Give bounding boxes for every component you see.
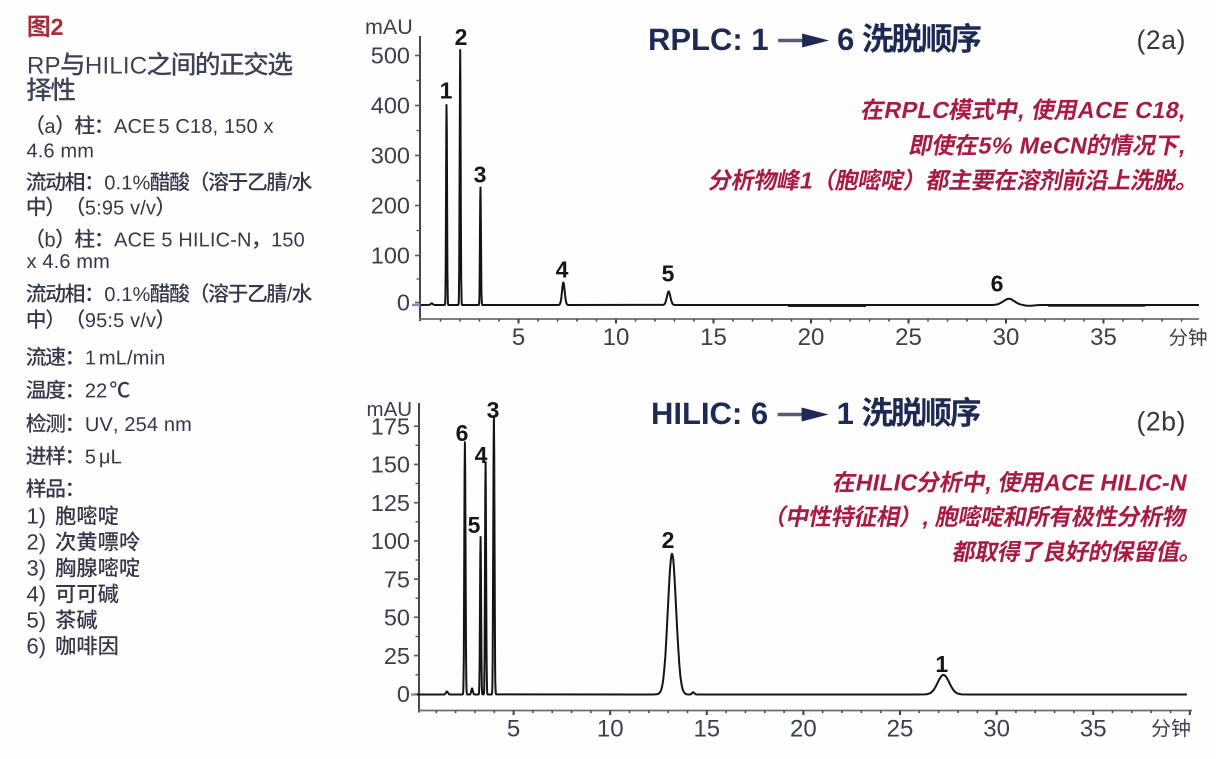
svg-text:20: 20 [790,716,817,743]
svg-text:30: 30 [993,324,1020,351]
svg-text:mAU: mAU [365,15,413,39]
svg-text:10: 10 [597,716,624,743]
svg-text:mAU: mAU [367,398,413,421]
svg-text:(2a): (2a) [1137,25,1187,55]
svg-text:5: 5 [512,324,525,351]
svg-text:4: 4 [556,257,569,283]
svg-text:300: 300 [371,143,410,169]
svg-text:(2b): (2b) [1137,407,1187,437]
svg-text:400: 400 [371,93,410,119]
svg-text:75: 75 [384,566,410,592]
svg-text:20: 20 [798,324,825,351]
svg-text:6: 6 [456,420,469,446]
svg-text:4: 4 [475,442,488,468]
svg-text:10: 10 [603,324,630,351]
svg-text:2: 2 [662,527,675,553]
svg-text:150: 150 [371,452,410,478]
svg-text:15: 15 [693,716,720,743]
svg-text:5: 5 [507,716,520,743]
svg-text:25: 25 [887,716,914,743]
svg-text:2: 2 [455,24,468,50]
svg-text:0: 0 [397,290,410,316]
svg-text:5: 5 [468,512,481,538]
svg-text:1: 1 [440,78,453,104]
svg-text:50: 50 [384,605,410,631]
svg-text:5: 5 [662,261,675,287]
svg-text:175: 175 [371,413,410,439]
svg-text:25: 25 [384,643,410,669]
svg-text:500: 500 [371,43,410,69]
svg-text:200: 200 [371,193,410,219]
svg-text:1: 1 [935,651,948,677]
svg-text:100: 100 [371,243,410,269]
svg-text:25: 25 [895,324,922,351]
svg-text:3: 3 [474,162,487,188]
svg-text:35: 35 [1080,716,1107,743]
svg-text:0: 0 [397,681,410,707]
svg-text:15: 15 [700,324,727,351]
svg-text:100: 100 [371,528,410,554]
svg-text:35: 35 [1090,324,1117,351]
svg-text:125: 125 [371,490,410,516]
svg-text:6: 6 [991,271,1004,297]
svg-text:30: 30 [983,716,1010,743]
svg-text:3: 3 [487,397,500,423]
